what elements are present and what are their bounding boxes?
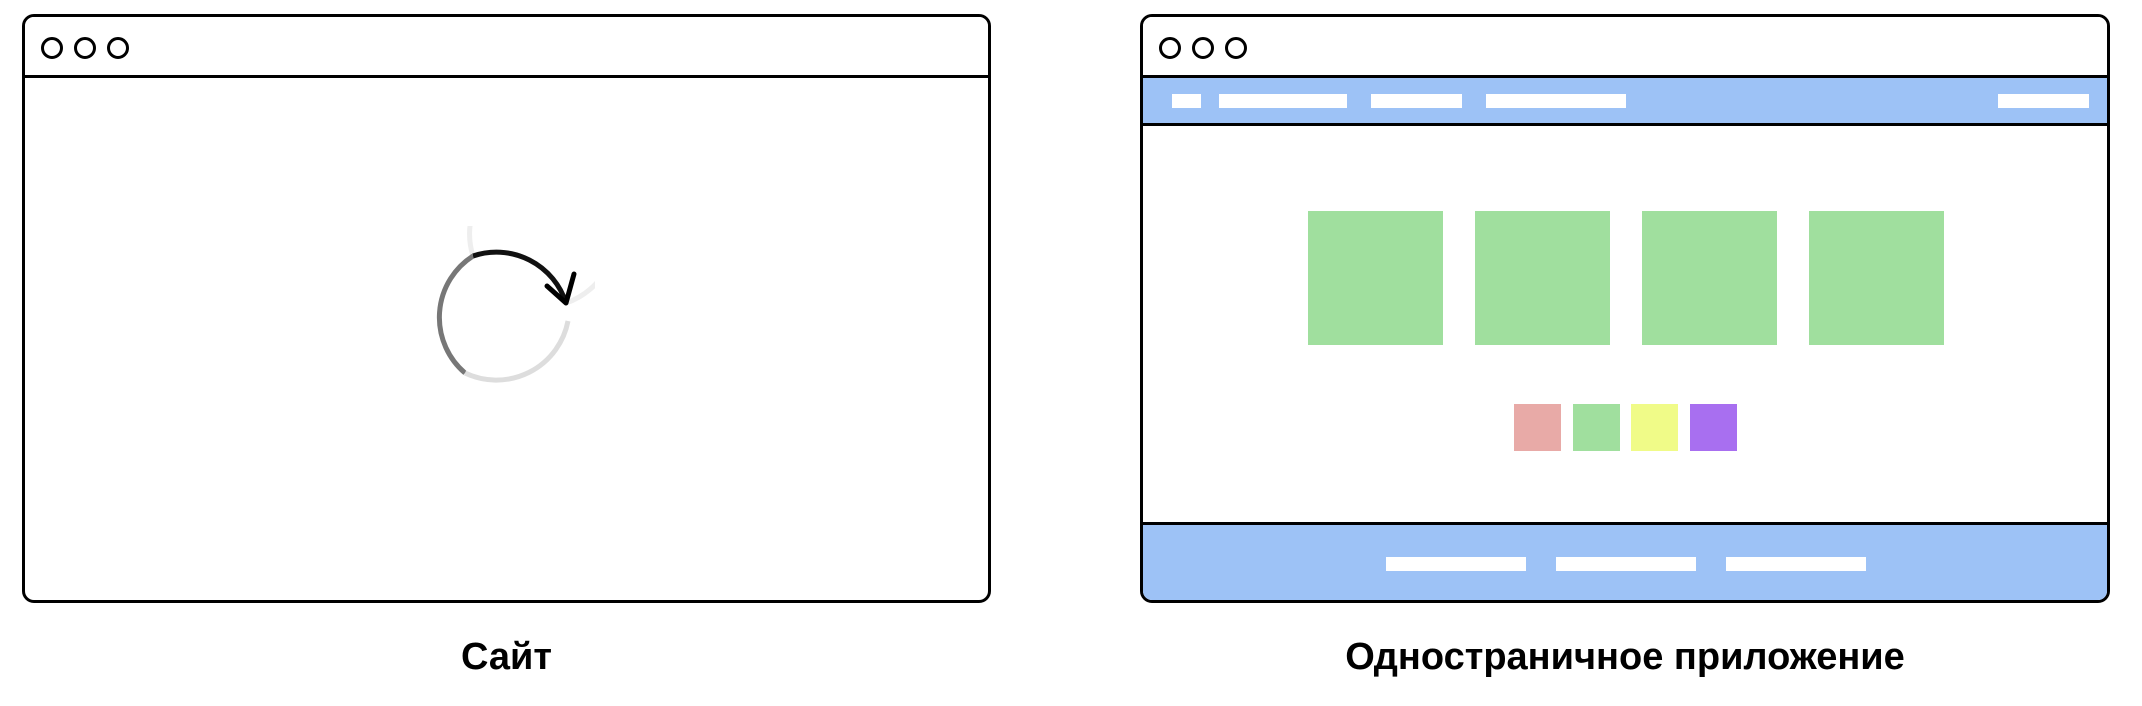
content-card (1642, 211, 1777, 345)
reload-spinner-icon (436, 226, 595, 383)
website-caption: Сайт (460, 636, 552, 678)
browser-titlebar (25, 17, 988, 78)
footer-link-placeholder (1726, 557, 1866, 571)
color-swatch (1514, 404, 1561, 451)
window-control-dot (1192, 37, 1214, 59)
window-control-dot (41, 37, 63, 59)
color-swatch (1573, 404, 1620, 451)
color-swatch (1631, 404, 1678, 451)
content-card (1809, 211, 1944, 345)
window-control-dot (74, 37, 96, 59)
window-control-dot (107, 37, 129, 59)
spa-caption: Одностраничное приложение (1345, 636, 1905, 678)
content-card (1475, 211, 1610, 345)
nav-link-placeholder (1371, 94, 1462, 108)
nav-link-placeholder (1486, 94, 1626, 108)
browser-titlebar (1143, 17, 2107, 78)
nav-action-placeholder (1998, 94, 2089, 108)
color-swatch (1690, 404, 1737, 451)
window-control-dot (1225, 37, 1247, 59)
nav-logo-placeholder (1172, 94, 1201, 108)
spa-browser-window (1140, 14, 2110, 603)
window-control-dot (1159, 37, 1181, 59)
footer-link-placeholder (1556, 557, 1696, 571)
top-navigation (1143, 78, 2107, 126)
content-card (1308, 211, 1443, 345)
footer-link-placeholder (1386, 557, 1526, 571)
page-footer (1143, 522, 2107, 600)
website-browser-window (22, 14, 991, 603)
nav-link-placeholder (1219, 94, 1347, 108)
